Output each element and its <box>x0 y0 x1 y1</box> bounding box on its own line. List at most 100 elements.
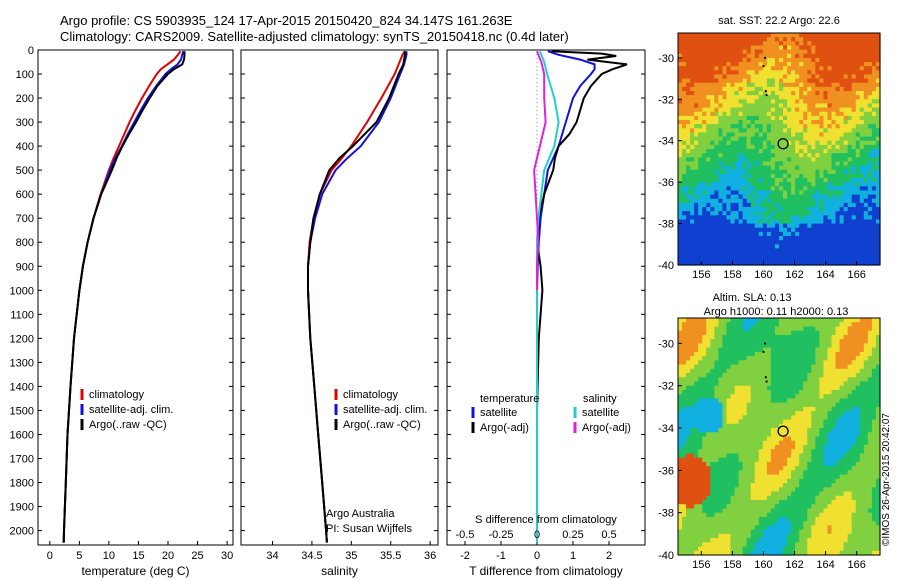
y-tick-label: 1200 <box>10 333 34 345</box>
x-axis-label-top: S difference from climatology <box>475 514 617 526</box>
y-tick-label: -34 <box>658 136 674 148</box>
x-tick-label: 156 <box>692 269 710 281</box>
y-tick-label: 0 <box>28 45 34 57</box>
x-axis-label: T difference from climatology <box>469 564 623 578</box>
y-tick-label: 500 <box>16 165 34 177</box>
previous-position-dot <box>765 380 768 383</box>
y-tick-label: 1100 <box>10 309 34 321</box>
x-tick-label: -1 <box>496 550 506 562</box>
previous-position-dot <box>764 89 767 93</box>
x-tick-label: 162 <box>785 559 803 571</box>
previous-position-dot <box>762 65 765 68</box>
y-tick-label: -30 <box>658 53 674 65</box>
legend-label: Argo(..raw -QC) <box>343 419 421 431</box>
y-tick-label: 400 <box>16 141 34 153</box>
x-tick-label: 5 <box>76 550 82 562</box>
series-line-argoadj <box>535 50 628 543</box>
y-tick-label: -38 <box>658 219 674 231</box>
legend-title-temperature: temperature <box>480 393 539 405</box>
x-tick-label-top: 0.25 <box>562 529 583 541</box>
legend-label: Argo(-adj) <box>480 422 529 434</box>
profile-location-marker <box>777 138 789 150</box>
y-tick-label: -36 <box>658 465 674 477</box>
x-tick-label: 35.5 <box>380 550 401 562</box>
figure-title: Argo profile: CS 5903935_124 17-Apr-2015… <box>60 13 513 28</box>
legend-title-salinity: salinity <box>583 393 617 405</box>
sla-map-frame <box>677 317 881 556</box>
y-tick-label: 300 <box>16 117 34 129</box>
legend-label: satellite-adj. clim. <box>89 404 173 416</box>
y-tick-label: -32 <box>658 381 674 393</box>
y-tick-label: 200 <box>16 93 34 105</box>
y-tick-label: 1500 <box>10 405 34 417</box>
x-tick-label: 0 <box>534 550 540 562</box>
x-axis-label: salinity <box>321 564 358 578</box>
y-tick-label: 1300 <box>10 357 34 369</box>
annotation-argo-australia: Argo Australia <box>326 508 395 520</box>
y-tick-label: 1900 <box>10 502 34 514</box>
x-tick-label-top: -0.25 <box>488 529 513 541</box>
y-tick-label: 700 <box>16 213 34 225</box>
y-tick-label: 800 <box>16 237 34 249</box>
y-tick-label: -34 <box>658 423 674 435</box>
y-tick-label: 1800 <box>10 478 34 490</box>
salinity-profile-frame <box>240 49 439 546</box>
sst-map-title: sat. SST: 22.2 Argo: 22.6 <box>718 15 840 27</box>
sst-map-frame <box>677 32 881 266</box>
legend-label: climatology <box>89 389 145 401</box>
y-tick-label: -30 <box>658 338 674 350</box>
y-tick-label: 900 <box>16 261 34 273</box>
y-tick-label: 1400 <box>10 381 34 393</box>
x-tick-label: 158 <box>723 559 741 571</box>
profile-location-marker <box>777 425 789 437</box>
x-tick-label-top: 0.5 <box>601 529 616 541</box>
legend-label: climatology <box>343 389 399 401</box>
x-tick-label: 34.5 <box>301 550 322 562</box>
sst-map-field <box>678 33 881 266</box>
x-tick-label: 20 <box>162 550 174 562</box>
y-tick-label: 1600 <box>10 429 34 441</box>
previous-position-dot <box>765 94 768 97</box>
x-tick-label: 158 <box>723 269 741 281</box>
previous-position-dot <box>763 56 767 59</box>
y-tick-label: 100 <box>16 69 34 81</box>
annotation-pi: PI: Susan Wijffels <box>326 523 412 535</box>
x-tick-label: -2 <box>460 550 470 562</box>
legend-label: Argo(..raw -QC) <box>89 419 167 431</box>
x-tick-label: 162 <box>785 269 803 281</box>
y-tick-label: 600 <box>16 189 34 201</box>
y-tick-label: 2000 <box>10 526 34 538</box>
series-line-satellite <box>536 50 560 543</box>
legend-label: satellite <box>480 407 517 419</box>
x-tick-label: 166 <box>848 559 866 571</box>
legend-label: Argo(-adj) <box>582 422 631 434</box>
x-tick-label: 2 <box>606 550 612 562</box>
series-line-argorawqc <box>62 51 186 543</box>
series-line-argorawqc <box>307 51 406 543</box>
previous-position-dot <box>762 350 765 353</box>
legend-label: satellite <box>582 407 619 419</box>
figure-subtitle: Climatology: CARS2009. Satellite-adjuste… <box>60 29 569 44</box>
x-tick-label: 10 <box>103 550 115 562</box>
temperature-profile-frame <box>37 49 234 546</box>
legend-label: satellite-adj. clim. <box>343 404 427 416</box>
sla-map-title-line2: Argo h1000: 0.11 h2000: 0.13 <box>704 306 849 318</box>
x-tick-label: 36 <box>424 550 436 562</box>
y-tick-label: -38 <box>658 508 674 520</box>
sla-map-field <box>678 318 881 556</box>
previous-position-dot <box>764 376 767 379</box>
x-tick-label: 25 <box>191 550 203 562</box>
x-tick-label: 1 <box>570 550 576 562</box>
x-tick-label: 15 <box>132 550 144 562</box>
y-tick-label: 1700 <box>10 453 34 465</box>
sla-map-title-line1: Altim. SLA: 0.13 <box>713 292 792 304</box>
x-tick-label: 160 <box>754 269 772 281</box>
x-tick-label-top: -0.5 <box>456 529 475 541</box>
y-tick-label: -40 <box>658 260 674 272</box>
x-tick-label: 34 <box>266 550 278 562</box>
y-tick-label: 1000 <box>10 285 34 297</box>
x-tick-label: 160 <box>754 559 772 571</box>
x-tick-label: 166 <box>848 269 866 281</box>
difference-from-climatology-frame <box>446 49 646 546</box>
